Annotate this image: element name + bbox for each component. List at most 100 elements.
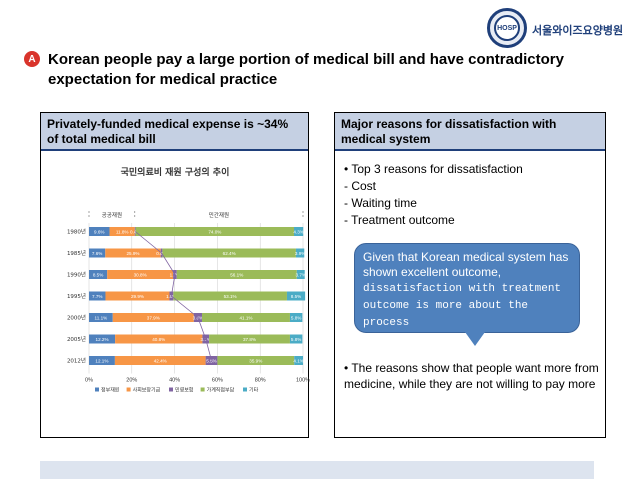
hospital-logo: HOSP <box>487 8 527 48</box>
data-label: 5.8% <box>291 316 301 321</box>
data-label: 62.4% <box>223 251 236 256</box>
bar-segment <box>217 356 295 365</box>
bar-segment <box>209 334 290 344</box>
data-label: 9.6% <box>94 230 104 235</box>
data-label: 5.8% <box>291 337 301 342</box>
callout-text: Given that Korean medical system has sho… <box>363 250 569 279</box>
data-label: 5.5% <box>206 359 216 364</box>
data-label: 12.2% <box>96 337 109 342</box>
legend-swatch <box>95 387 99 392</box>
data-label: 37.8% <box>243 337 256 342</box>
data-label: 42.4% <box>154 359 167 364</box>
data-label: 29.9% <box>131 294 144 299</box>
category-label: 2005년 <box>67 335 86 343</box>
bar-segment <box>105 248 161 258</box>
category-label: 1985년 <box>67 249 86 257</box>
data-label: 25.9% <box>126 251 139 256</box>
conclusion-bullet: • The reasons show that people want more… <box>344 361 599 391</box>
data-label: 7.6% <box>92 251 102 256</box>
reason-cost: - Cost <box>344 179 377 193</box>
category-label: 1980년 <box>67 228 86 236</box>
bar-segment <box>289 313 303 322</box>
bar-segment <box>286 291 306 301</box>
left-panel-header: Privately-funded medical expense is ~34%… <box>41 113 308 151</box>
bar-segment <box>173 291 287 301</box>
reasons-heading: • Top 3 reasons for dissatisfaction <box>344 162 523 176</box>
bar-segment <box>201 313 290 322</box>
legend-swatch <box>243 387 247 392</box>
bar-segment <box>89 227 110 236</box>
bar-segment <box>294 356 303 365</box>
hospital-name: 서울와이즈요양병원 <box>532 25 624 37</box>
data-label: 3.7% <box>296 273 306 278</box>
data-label: 3.9% <box>295 251 305 256</box>
category-label: 1995년 <box>67 292 86 300</box>
callout-text-mono: dissatisfaction with treatment outcome i… <box>363 283 562 329</box>
data-label: 7.7% <box>92 294 102 299</box>
callout-bubble: Given that Korean medical system has sho… <box>354 243 580 333</box>
bar-segment <box>295 248 305 258</box>
data-label: 12.1% <box>95 359 108 364</box>
logo-emblem: HOSP <box>494 15 520 41</box>
bar-segment <box>294 227 304 236</box>
legend-label: 가계직접부담 <box>207 387 235 394</box>
data-label: 35.9% <box>249 359 262 364</box>
left-panel: Privately-funded medical expense is ~34%… <box>40 112 310 438</box>
bar-segment <box>89 334 116 344</box>
bar-segment <box>105 291 170 301</box>
legend-label: 기타 <box>249 387 259 394</box>
category-label: 2012년 <box>67 357 86 365</box>
bar-segment <box>109 227 135 236</box>
legend-swatch <box>126 387 131 392</box>
bar-segment <box>89 248 106 258</box>
bar-segment <box>162 248 296 258</box>
bar-segment <box>112 313 194 322</box>
chart-title: 국민의료비 재원 구성의 추이 <box>121 166 230 178</box>
data-label: 41.1% <box>239 316 252 321</box>
section-badge: A <box>24 51 40 67</box>
footer-bar <box>40 461 594 479</box>
x-tick-label: 20% <box>126 378 137 384</box>
x-tick-label: 80% <box>255 378 266 384</box>
data-label: 37.9% <box>147 316 160 321</box>
bar-segment <box>115 334 203 344</box>
callout-tail <box>465 332 485 346</box>
legend-label: 사회보장기금 <box>133 387 161 394</box>
data-label: 8.5% <box>291 294 301 299</box>
category-label: 1990년 <box>67 271 86 279</box>
x-tick-label: 100% <box>296 378 310 384</box>
right-panel: Major reasons for dissatisfaction with m… <box>334 112 606 438</box>
group-label-public: 공공재원 <box>102 211 122 219</box>
bar-segment <box>205 356 218 365</box>
right-panel-header: Major reasons for dissatisfaction with m… <box>335 113 605 151</box>
x-tick-label: 0% <box>85 378 93 384</box>
data-label: 11.1% <box>95 316 108 321</box>
legend-swatch <box>200 387 205 392</box>
group-label-private: 민간재원 <box>209 211 229 219</box>
bar-segment <box>296 270 305 279</box>
trend-line <box>134 231 212 361</box>
legend-label: 정부재원 <box>101 387 120 394</box>
bar-segment <box>89 313 113 322</box>
x-tick-label: 40% <box>169 378 180 384</box>
bar-segment <box>89 291 106 301</box>
bar-segment <box>289 334 303 344</box>
data-label: 53.1% <box>224 294 237 299</box>
reasons-list: • Top 3 reasons for dissatisfaction - Co… <box>344 161 523 229</box>
data-label: 30.8% <box>134 273 147 278</box>
data-label: 4.1% <box>293 359 303 364</box>
slide-title: Korean people pay a large portion of med… <box>48 51 564 88</box>
data-label: 8.5% <box>93 273 103 278</box>
bar-segment <box>135 227 295 236</box>
reason-treatment-outcome: - Treatment outcome <box>344 213 455 227</box>
category-label: 2000년 <box>67 314 86 322</box>
reason-waiting-time: - Waiting time <box>344 196 417 210</box>
data-label: 74.0% <box>208 230 221 235</box>
bar-segment <box>107 270 174 279</box>
data-label: 11.8% <box>116 230 129 235</box>
bar-segment <box>89 270 108 279</box>
legend-label: 민영보험 <box>175 387 193 394</box>
x-tick-label: 60% <box>212 378 223 384</box>
data-label: 40.8% <box>152 337 165 342</box>
